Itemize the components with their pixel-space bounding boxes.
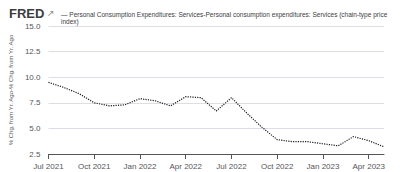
svg-text:— Personal Consumption Expendi: — Personal Consumption Expenditures: Ser… xyxy=(61,11,389,19)
svg-text:2.5: 2.5 xyxy=(29,150,41,159)
svg-text:Jul 2021: Jul 2021 xyxy=(33,162,64,171)
svg-text:7.5: 7.5 xyxy=(29,98,41,107)
svg-text:↗: ↗ xyxy=(47,8,55,18)
svg-text:15.0: 15.0 xyxy=(25,22,41,31)
svg-text:Apr 2022: Apr 2022 xyxy=(169,162,202,171)
svg-text:5.0: 5.0 xyxy=(29,124,41,133)
svg-text:Jul 2022: Jul 2022 xyxy=(216,162,247,171)
svg-text:FRED: FRED xyxy=(9,6,44,21)
svg-text:index): index) xyxy=(61,18,79,26)
svg-text:10.0: 10.0 xyxy=(25,73,41,82)
svg-text:% Chg. from Yr. Ago-% Chg. fro: % Chg. from Yr. Ago-% Chg. from Yr. Ago xyxy=(8,34,14,145)
svg-text:Jan 2023: Jan 2023 xyxy=(307,162,340,171)
svg-text:Oct 2022: Oct 2022 xyxy=(261,162,294,171)
svg-text:Apr 2023: Apr 2023 xyxy=(353,162,386,171)
svg-text:12.5: 12.5 xyxy=(25,47,41,56)
svg-text:Oct 2021: Oct 2021 xyxy=(78,162,111,171)
svg-text:Jan 2022: Jan 2022 xyxy=(124,162,157,171)
